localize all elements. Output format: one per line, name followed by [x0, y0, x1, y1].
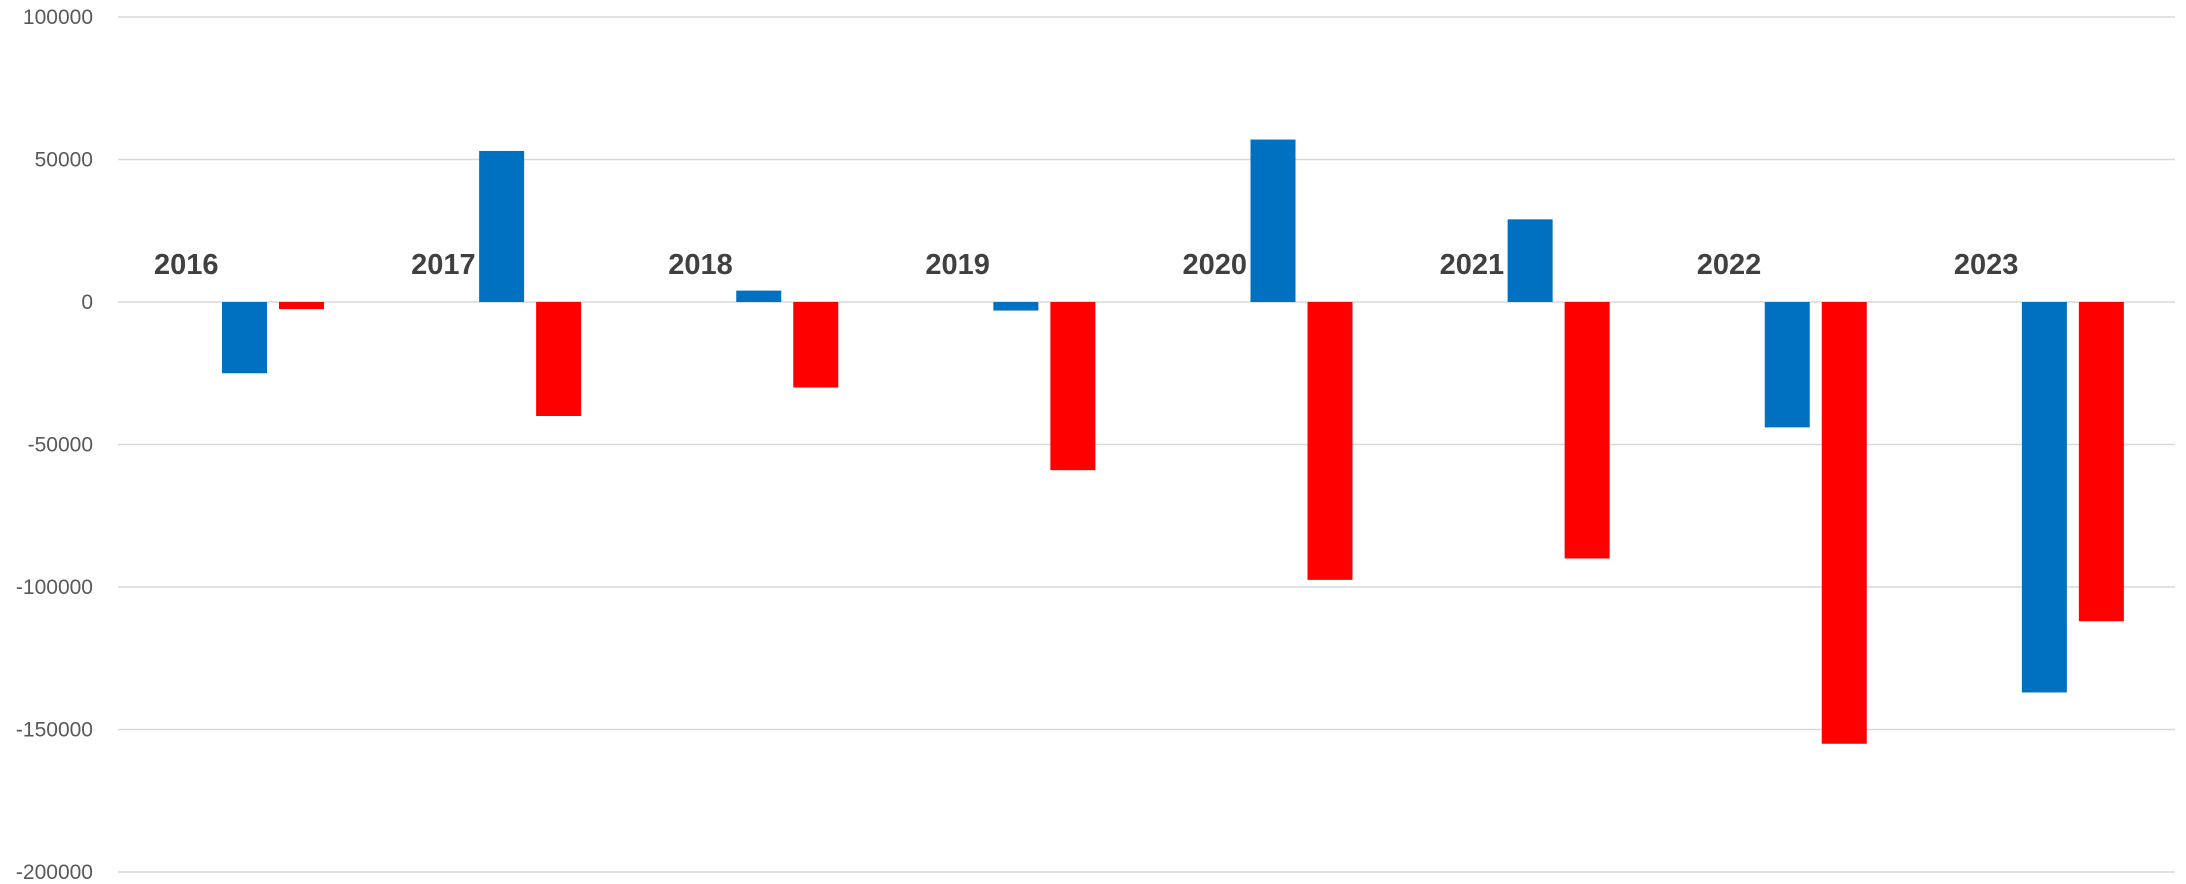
bar-series-2-2019	[1050, 302, 1096, 471]
bar-series-2-2017	[536, 302, 582, 416]
category-labels: 2016 2017 2018 2019 2020 2021 2022 2023	[154, 249, 2018, 281]
bars	[222, 139, 2124, 744]
y-tick-label: -150000	[16, 719, 93, 742]
bar-series-1-2019	[993, 302, 1039, 311]
bar-series-1-2021	[1507, 219, 1553, 302]
y-tick-label: 50000	[35, 149, 93, 172]
bar-series-1-2018	[736, 290, 782, 302]
bar-series-1-2020	[1250, 139, 1296, 302]
bar-series-1-2022	[1764, 302, 1810, 428]
category-label: 2019	[925, 249, 990, 281]
gridlines	[118, 16, 2175, 873]
bar-series-2-2023	[2078, 302, 2124, 622]
bar-series-2-2018	[793, 302, 839, 388]
bar-series-2-2022	[1821, 302, 1867, 744]
bar-series-1-2017	[479, 150, 525, 302]
category-label: 2023	[1954, 249, 2019, 281]
y-tick-label: 0	[81, 291, 93, 314]
category-label: 2020	[1183, 249, 1248, 281]
bar-series-2-2020	[1307, 302, 1353, 580]
bar-series-2-2021	[1564, 302, 1610, 559]
y-tick-label: 100000	[23, 6, 93, 29]
y-tick-label: -50000	[28, 434, 93, 457]
category-label: 2018	[668, 249, 733, 281]
category-label: 2022	[1697, 249, 1762, 281]
bar-series-1-2023	[2021, 302, 2067, 693]
category-label: 2016	[154, 249, 219, 281]
y-axis-labels: 100000 50000 0 -50000 -100000 -150000 -200000	[16, 6, 93, 884]
category-label: 2021	[1440, 249, 1505, 281]
bar-series-2-2016	[279, 302, 324, 310]
category-label: 2017	[411, 249, 476, 281]
bar-series-1-2016	[222, 302, 267, 374]
y-tick-label: -100000	[16, 576, 93, 599]
y-tick-label: -200000	[16, 861, 93, 884]
